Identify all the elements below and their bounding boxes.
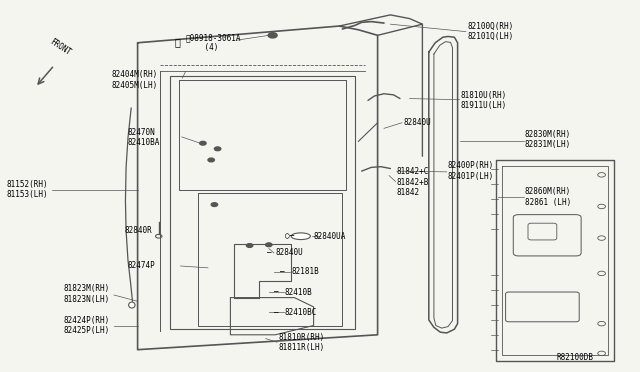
Text: 82404M(RH)
82405M(LH): 82404M(RH) 82405M(LH) [112,70,158,90]
Text: 82410B: 82410B [285,288,312,296]
Circle shape [246,244,253,247]
Text: 82840U: 82840U [403,118,431,127]
Text: —: — [274,288,278,296]
Circle shape [208,158,214,162]
Text: Ⓝ08918-3061A
    (4): Ⓝ08918-3061A (4) [186,33,241,52]
Text: 82424P(RH)
82425P(LH): 82424P(RH) 82425P(LH) [64,316,110,335]
Text: 82474P: 82474P [128,262,156,270]
Text: FRONT: FRONT [48,38,72,58]
FancyBboxPatch shape [528,223,557,240]
Text: 82860M(RH)
82861 (LH): 82860M(RH) 82861 (LH) [525,187,571,207]
Text: Ⓝ: Ⓝ [175,37,180,47]
Text: 82840R: 82840R [125,226,152,235]
Text: 81810R(RH)
81811R(LH): 81810R(RH) 81811R(LH) [278,333,324,352]
Circle shape [200,141,206,145]
Circle shape [211,203,218,206]
Text: 82410BC: 82410BC [285,308,317,317]
Text: 81810U(RH)
81911U(LH): 81810U(RH) 81911U(LH) [461,91,507,110]
Text: 82830M(RH)
82831M(LH): 82830M(RH) 82831M(LH) [525,130,571,149]
Circle shape [214,147,221,151]
Text: —: — [274,308,278,317]
Text: 82840U: 82840U [275,248,303,257]
Text: ○—: ○— [285,232,294,241]
Text: R82100DB: R82100DB [557,353,594,362]
Circle shape [266,243,272,247]
Text: 81823M(RH)
81823N(LH): 81823M(RH) 81823N(LH) [64,284,110,304]
FancyBboxPatch shape [506,292,579,322]
Text: 82400P(RH)
82401P(LH): 82400P(RH) 82401P(LH) [448,161,494,181]
Text: 81842+C
81842+B
81842: 81842+C 81842+B 81842 [397,167,429,197]
FancyBboxPatch shape [513,215,581,256]
Text: —: — [280,267,285,276]
Ellipse shape [129,302,135,308]
Text: 81152(RH)
81153(LH): 81152(RH) 81153(LH) [6,180,48,199]
Text: 82100Q(RH)
82101Q(LH): 82100Q(RH) 82101Q(LH) [467,22,513,41]
Text: 82181B: 82181B [291,267,319,276]
Ellipse shape [291,233,310,240]
Text: 82470N
82410BA: 82470N 82410BA [128,128,161,147]
Circle shape [268,33,277,38]
Text: —: — [268,248,272,257]
Text: 82840UA: 82840UA [314,232,346,241]
